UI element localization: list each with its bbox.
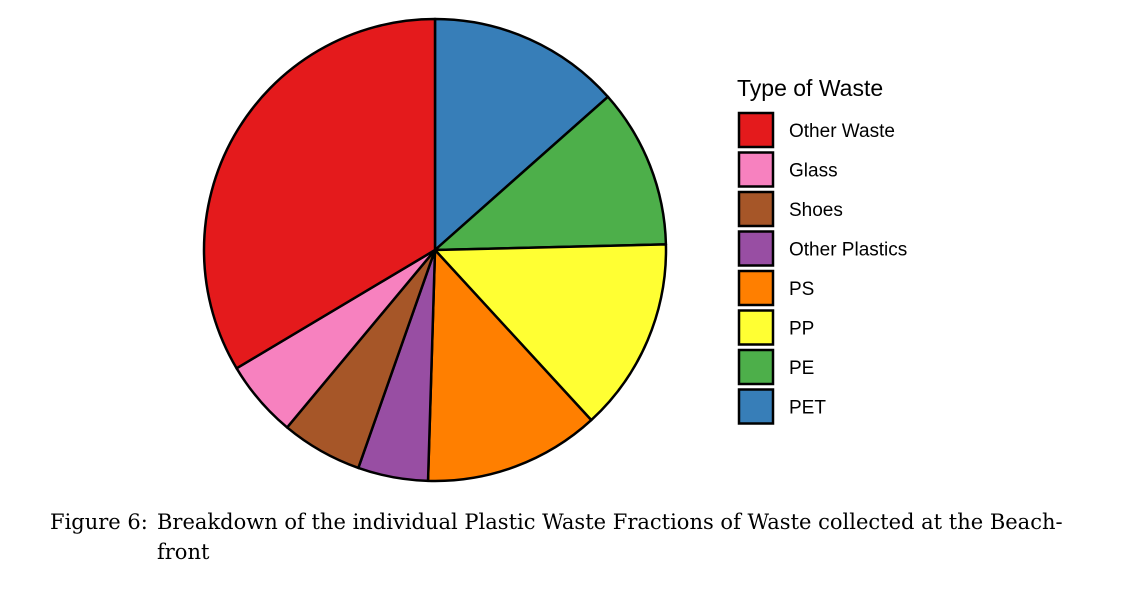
legend-key-glass: [737, 151, 775, 188]
figure-caption: Figure 6: Breakdown of the individual Pl…: [50, 507, 1090, 567]
legend-label-shoes: Shoes: [789, 200, 843, 221]
legend-title: Type of Waste: [737, 75, 883, 101]
legend-items: Other Waste Glass Shoes Other Plastics PS PP P…: [737, 111, 907, 425]
legend-key-ps: [737, 269, 775, 307]
legend-key-pe: [737, 348, 775, 386]
legend-key-pp: [737, 309, 775, 346]
pie-slice-other-waste: [202, 17, 437, 370]
legend-label-pet: PET: [789, 398, 826, 419]
pie-slices: [202, 17, 668, 483]
pie-slice-ps: [426, 248, 593, 483]
legend-label-other-waste: Other Waste: [789, 121, 895, 142]
legend-key-other-plastics: [737, 230, 775, 267]
legend-key-shoes: [737, 190, 775, 228]
pie-slice-pet: [433, 17, 610, 252]
pie-slice-pe: [433, 95, 668, 252]
legend-label-pp: PP: [789, 319, 814, 340]
caption-label: Figure 6:: [50, 510, 148, 534]
caption-text: Breakdown of the individual Plastic Wast…: [157, 510, 1063, 564]
pie-chart: Type of Waste Other WasteGlassShoesOther…: [202, 17, 907, 483]
legend-label-other-plastics: Other Plastics: [789, 240, 907, 261]
legend-label-pe: PE: [789, 358, 814, 379]
legend-label-ps: PS: [789, 279, 814, 300]
legend-key-other-waste: [737, 111, 775, 149]
legend: Type of Waste Other WasteGlassShoesOther…: [737, 75, 907, 425]
pie-slice-pp: [433, 243, 668, 422]
legend-label-glass: Glass: [789, 161, 838, 182]
legend-key-pet: [737, 388, 775, 425]
